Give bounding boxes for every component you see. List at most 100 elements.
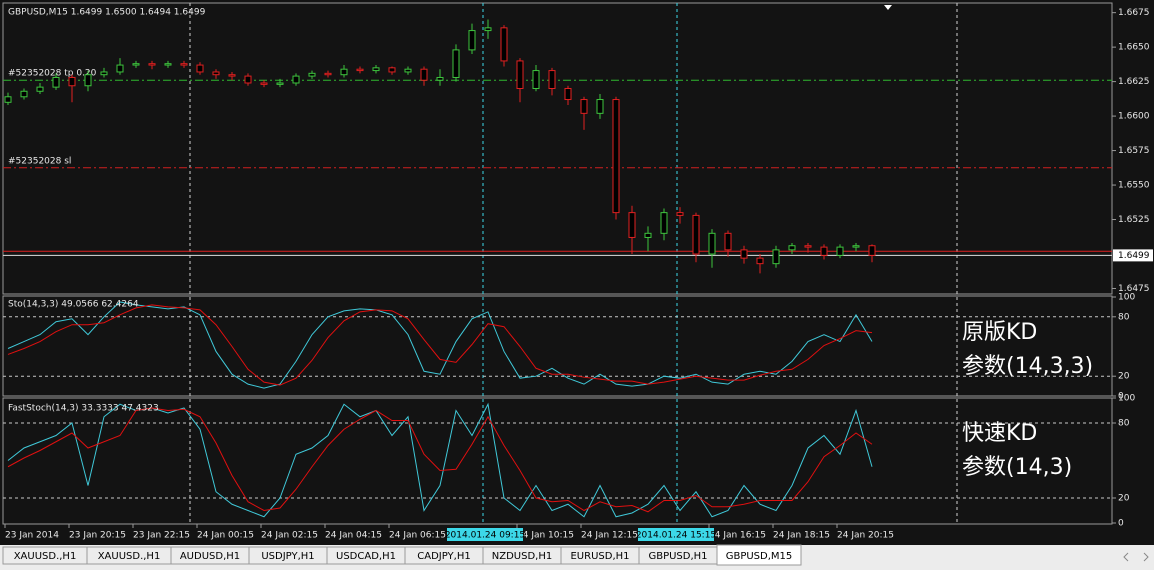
candle-body [692,214,700,255]
tab-label[interactable]: AUDUSD,H1 [180,551,240,562]
candle-body [276,82,284,85]
tab-label[interactable]: NZDUSD,H1 [492,551,552,562]
sto-frame [2,295,1113,397]
order-label: #52352028 tp 0.20 [8,69,97,79]
y-tick-label: 80 [1118,419,1130,429]
candle-body [532,70,540,90]
tab-label[interactable]: XAUUSD.,H1 [98,551,161,562]
bid-box [1113,249,1153,262]
annotation: 参数(14,3) [962,455,1072,480]
candle-body [548,70,556,90]
candle-body [420,68,428,81]
indicator-line [7,407,873,513]
crosshair-label: 2014.01.24 09:15 [445,531,525,541]
candle-body [324,72,332,76]
x-tick-label: 23 Jan 2014 [5,531,59,541]
tab-label[interactable]: USDCAD,H1 [336,551,396,562]
candle-body [628,212,636,238]
x-tick-label: 24 Jan 00:15 [197,531,254,541]
pane-title: FastStoch(14,3) 33.3333 47.4323 [8,404,159,414]
fast-frame [2,397,1113,525]
candle-body [868,245,876,256]
x-tick-label: 24 Jan 18:15 [773,531,830,541]
y-tick-label: 1.6475 [1118,284,1150,294]
candle-body [244,75,252,84]
x-tick-label: 24 Jan 20:15 [837,531,894,541]
candle-body [804,245,812,248]
x-tick-label: 24 Jan 10:15 [517,531,574,541]
candle-body [404,68,412,73]
candle-body [340,68,348,76]
y-tick-label: 1.6575 [1118,146,1150,156]
background [0,0,1154,545]
candle-body [708,232,716,255]
y-tick-label: 1.6600 [1118,112,1150,122]
candle-body [36,86,44,92]
tab-label[interactable]: EURUSD,H1 [570,551,629,562]
tab[interactable] [716,544,802,566]
candle-body [84,74,92,87]
candle-body [580,99,588,114]
candle-body [68,76,76,87]
candle-body [308,72,316,77]
candle-body [564,88,572,101]
indicator-line [7,301,873,389]
candle-body [148,63,156,66]
candle-body [500,27,508,62]
candle-body [4,96,12,103]
x-tick-label: 24 Jan 12:15 [581,531,638,541]
candle-body [196,64,204,73]
candle-body [52,76,60,88]
candle-body [292,75,300,84]
y-tick-label: 1.6650 [1118,43,1150,53]
candle-body [596,99,604,114]
tab-label[interactable]: GBPUSD,H1 [648,551,707,562]
candle-body [164,63,172,66]
bid-label: 1.6499 [1118,251,1150,261]
y-tick-label: 20 [1118,494,1130,504]
candle-body [100,71,108,76]
separators [189,3,958,524]
crosshair-box [447,528,523,541]
tab-label[interactable]: CADJPY,H1 [417,551,470,562]
y-tick-label: 100 [1118,394,1135,404]
x-tick-label: 23 Jan 22:15 [133,531,190,541]
shift-marker [884,5,892,10]
annotation: 参数(14,3,3) [962,354,1093,379]
y-tick-label: 1.6625 [1118,77,1150,87]
candle-body [644,232,652,238]
main-frame [2,2,1113,295]
candle-body [116,64,124,73]
candle-body [772,249,780,265]
tab-label[interactable]: XAUUSD.,H1 [14,551,77,562]
candle-body [260,82,268,85]
tab-label[interactable]: GBPUSD,M15 [726,551,793,562]
candle-body [676,212,684,216]
tab-scroll[interactable] [1123,552,1149,562]
candle-body [820,246,828,256]
x-tick-label: 24 Jan 06:15 [389,531,446,541]
y-tick-label: 100 [1118,293,1135,303]
candle-body [756,257,764,265]
candle-body [852,245,860,248]
order-label: #52352028 sl [8,156,71,166]
x-tick-label: 23 Jan 20:15 [69,531,126,541]
candle-body [788,245,796,251]
candle-body [660,212,668,234]
y-tick-label: 20 [1118,372,1130,382]
candle-body [484,27,492,32]
annotation: 快速KD [962,421,1037,446]
pane-frames [2,2,1113,525]
pane-title: GBPUSD,M15 1.6499 1.6500 1.6494 1.6499 [8,8,206,18]
candle-body [356,68,364,72]
candle-body [740,249,748,259]
tab-label[interactable]: USDJPY,H1 [261,551,314,562]
candle-body [212,71,220,76]
y-tick-label: 0 [1118,392,1124,402]
x-tick-label: 24 Jan 02:15 [261,531,318,541]
candle-body [612,99,620,214]
candle-body [724,232,732,251]
y-tick-label: 1.6550 [1118,181,1150,191]
candle-body [516,60,524,90]
indicator-line [7,304,873,386]
